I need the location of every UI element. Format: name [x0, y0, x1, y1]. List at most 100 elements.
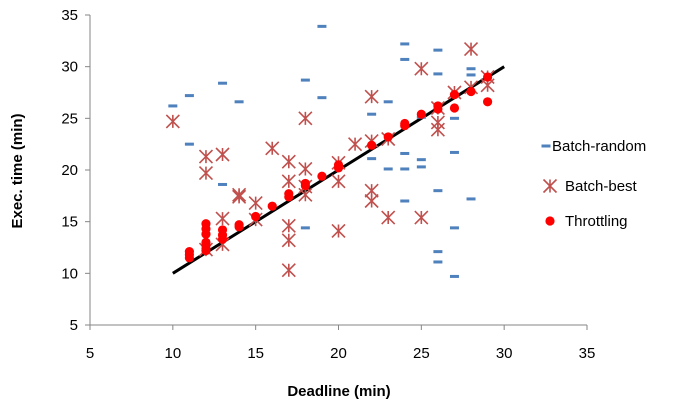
- dash-point: [433, 72, 443, 76]
- dash-point: [466, 197, 476, 201]
- circle-point: [184, 253, 194, 263]
- asterisk-point: [215, 147, 230, 162]
- circle-point: [483, 72, 493, 82]
- y-tick-label: 10: [61, 265, 78, 282]
- dash-point: [218, 81, 228, 85]
- dash-point: [433, 48, 443, 52]
- asterisk-point: [381, 210, 396, 225]
- series-batch-best: [165, 42, 495, 278]
- y-axis-ticks: 5 10 15 20 25 30 35: [61, 7, 90, 334]
- dash-point: [400, 57, 410, 61]
- circle-point: [317, 171, 327, 181]
- circle-point: [383, 132, 393, 142]
- x-axis-title: Deadline (min): [287, 383, 390, 400]
- asterisk-point: [298, 161, 313, 177]
- y-tick-label: 35: [61, 7, 78, 24]
- data-points: [165, 24, 495, 278]
- series-batch-random: [168, 24, 476, 278]
- asterisk-point: [281, 218, 296, 233]
- asterisk-point: [463, 42, 479, 57]
- circle-point: [483, 97, 493, 107]
- circle-point: [284, 192, 294, 202]
- asterisk-point: [232, 189, 247, 204]
- legend-label: Batch-best: [565, 178, 638, 195]
- circle-point: [449, 89, 460, 100]
- x-tick-label: 25: [413, 345, 430, 362]
- x-tick-label: 20: [330, 345, 347, 362]
- dash-point: [383, 167, 393, 171]
- asterisk-point: [414, 61, 429, 76]
- asterisk-point: [248, 196, 263, 211]
- x-axis-ticks: 5 10 15 20 25 30 35: [86, 325, 596, 362]
- y-tick-label: 20: [61, 162, 78, 179]
- x-tick-label: 15: [247, 345, 264, 362]
- dash-point: [466, 67, 476, 71]
- x-tick-label: 35: [579, 345, 596, 362]
- circle-point: [367, 140, 377, 150]
- dash-point: [300, 226, 310, 230]
- asterisk-point: [348, 137, 363, 152]
- dash-point: [400, 151, 410, 155]
- dash-point: [416, 165, 426, 169]
- dash-point: [367, 112, 377, 116]
- circle-legend-swatch: [545, 216, 555, 226]
- y-axis-title: Exec. time (min): [9, 113, 26, 228]
- circle-point: [251, 211, 261, 222]
- dash-point: [383, 100, 393, 104]
- y-tick-label: 30: [61, 59, 78, 76]
- dash-point: [433, 250, 443, 254]
- circle-point: [234, 222, 244, 232]
- circle-point: [201, 246, 211, 256]
- dash-point: [449, 150, 459, 154]
- circle-point: [433, 104, 443, 114]
- asterisk-point: [165, 114, 180, 129]
- legend-label: Batch-random: [552, 138, 646, 155]
- asterisk-point: [281, 233, 296, 248]
- asterisk-point: [430, 122, 445, 137]
- x-tick-label: 5: [86, 345, 94, 362]
- legend-label: Throttling: [565, 213, 628, 230]
- circle-point: [333, 163, 344, 173]
- legend: Batch-random Batch-best Throttling: [541, 138, 646, 230]
- asterisk-point: [331, 174, 346, 189]
- asterisk-point: [265, 141, 280, 156]
- asterisk-point: [298, 187, 313, 202]
- asterisk-point: [198, 149, 214, 164]
- asterisk-point: [281, 154, 296, 169]
- dash-point: [400, 167, 410, 171]
- asterisk-point: [281, 174, 296, 189]
- y-tick-label: 15: [61, 214, 78, 231]
- dash-point: [433, 260, 443, 264]
- dash-point: [317, 96, 327, 100]
- circle-point: [466, 86, 476, 97]
- circle-point: [416, 109, 426, 119]
- dash-legend-swatch: [541, 144, 551, 148]
- dash-point: [367, 157, 377, 161]
- series-throttling: [184, 72, 493, 263]
- asterisk-point: [215, 211, 230, 226]
- y-tick-label: 25: [61, 110, 78, 127]
- dash-point: [416, 158, 426, 162]
- dash-point: [449, 116, 459, 120]
- dash-point: [184, 142, 194, 146]
- dash-point: [218, 182, 228, 186]
- dash-point: [400, 42, 410, 46]
- circle-point: [267, 201, 277, 211]
- circle-point: [201, 229, 211, 239]
- dash-point: [466, 73, 476, 77]
- circle-point: [400, 120, 410, 131]
- asterisk-point: [364, 89, 379, 104]
- dash-point: [317, 24, 327, 28]
- dash-point: [400, 199, 410, 203]
- asterisk-point: [198, 166, 214, 181]
- x-tick-label: 30: [496, 345, 513, 362]
- dash-point: [234, 100, 244, 104]
- asterisk-point: [331, 223, 346, 239]
- asterisk-legend-swatch: [542, 178, 558, 194]
- y-tick-label: 5: [70, 317, 78, 334]
- dash-point: [449, 274, 459, 278]
- dash-point: [168, 104, 178, 108]
- circle-point: [217, 234, 228, 244]
- circle-point: [300, 180, 310, 191]
